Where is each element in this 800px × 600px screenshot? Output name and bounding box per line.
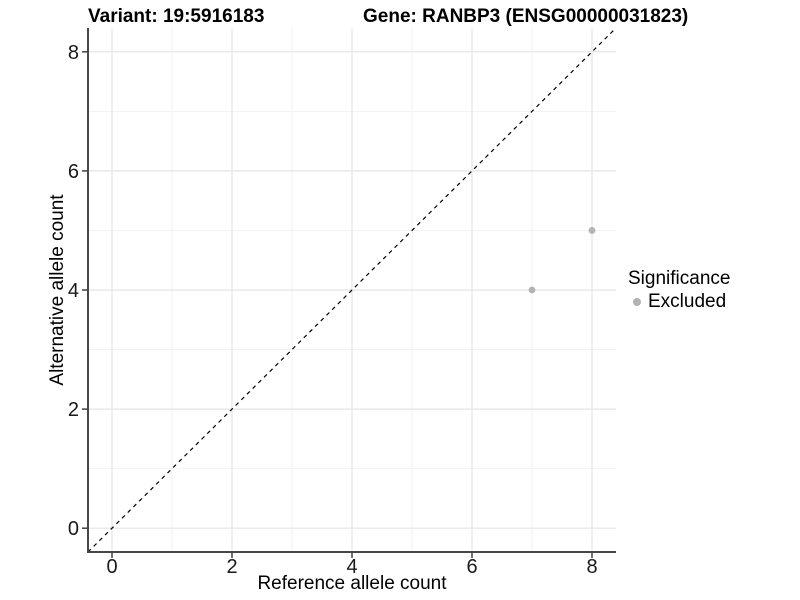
y-tick-label: 4 [68,280,79,302]
x-tick-label: 2 [226,556,237,578]
x-axis-title: Reference allele count [257,573,447,594]
y-tick-label: 6 [68,161,79,183]
data-point [528,286,536,294]
data-point [588,227,596,234]
y-tick-label: 0 [68,518,79,540]
legend-entry-label: Excluded [648,291,727,312]
identity-reference-line [87,27,617,553]
y-axis-title: Alternative allele count [47,194,68,386]
x-tick-label: 4 [346,556,357,578]
legend: Significance Excluded [628,268,730,313]
legend-title: Significance [628,268,731,289]
legend-entry-excluded: Excluded [628,291,730,313]
y-tick-label: 2 [68,399,79,421]
variant-title: Variant: 19:5916183 [88,6,265,27]
y-tick-label: 8 [68,42,79,64]
x-tick-label: 8 [586,556,597,578]
x-tick-label: 6 [466,556,477,578]
gene-title: Gene: RANBP3 (ENSG00000031823) [363,6,689,27]
x-tick-label: 0 [106,556,117,578]
legend-key-dot-icon [633,298,641,306]
